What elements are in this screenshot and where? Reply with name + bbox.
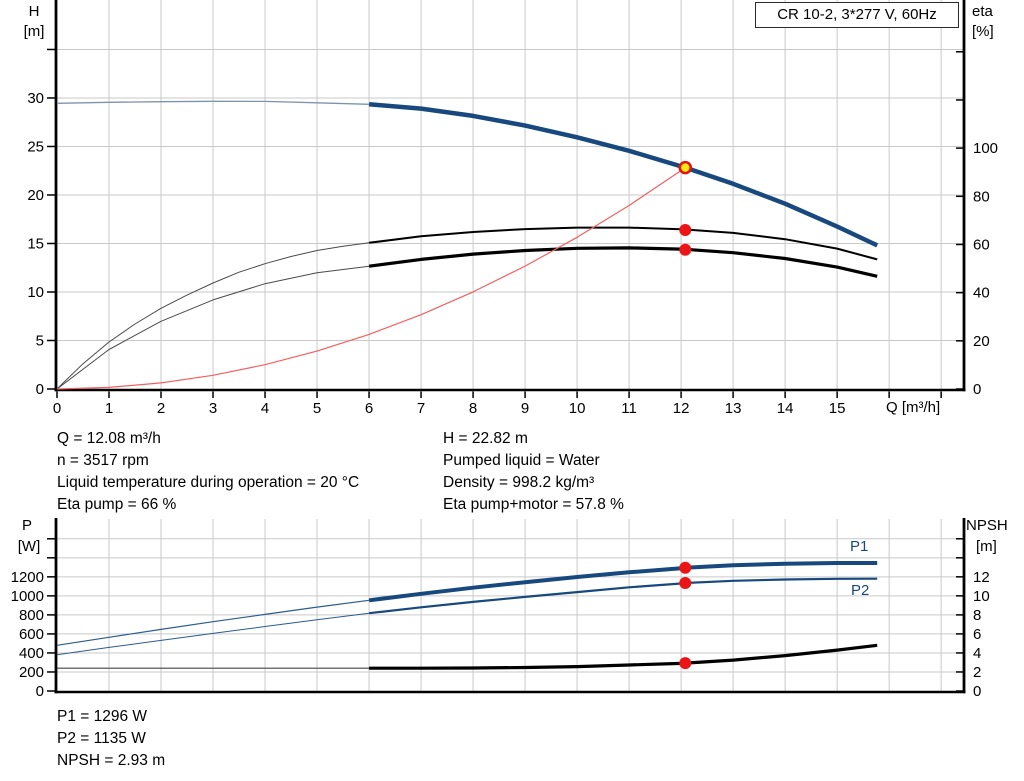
h-axis-unit: [m]	[23, 23, 45, 40]
x-tick-label: 12	[673, 400, 690, 417]
h-curve	[368, 102, 879, 248]
y-right-tick-label: 0	[973, 683, 981, 700]
p1-curve-thin	[56, 599, 370, 646]
x-tick-label: 5	[313, 400, 321, 417]
x-tick-label: 3	[209, 400, 217, 417]
y-left-tick-label: 1200	[11, 569, 44, 586]
eta-pump-value: Eta pump = 66 %	[57, 496, 177, 513]
p2-curve-thin	[56, 612, 370, 656]
duty-speed-value: n = 3517 rpm	[57, 452, 149, 469]
eta-pump-motor-curve	[368, 246, 878, 278]
p2-curve-label: P2	[851, 582, 870, 599]
x-tick-label: 2	[157, 400, 165, 417]
y-right-tick-label: 6	[973, 626, 981, 643]
h-curve-thin	[56, 100, 370, 105]
duty-h-value: H = 22.82 m	[443, 430, 528, 447]
y-right-tick-label: 60	[973, 236, 990, 253]
x-tick-label: 15	[829, 400, 846, 417]
eta-pump-curve-thin	[56, 242, 370, 390]
y-left-tick-label: 800	[19, 607, 44, 624]
eta-pump-motor-curve-thin	[56, 265, 370, 390]
p-axis-unit: [W]	[17, 538, 41, 555]
x-tick-label: 10	[569, 400, 586, 417]
y-right-tick-label: 2	[973, 664, 981, 681]
y-left-tick-label: 5	[36, 332, 44, 349]
y-left-tick-label: 15	[27, 235, 44, 252]
y-left-tick-label: 200	[19, 664, 44, 681]
y-left-tick-label: 0	[36, 683, 44, 700]
x-tick-label: 7	[417, 400, 425, 417]
density-value: Density = 998.2 kg/m³	[443, 474, 595, 491]
duty-q-value: Q = 12.08 m³/h	[57, 430, 161, 447]
y-left-tick-label: 600	[19, 626, 44, 643]
x-tick-label: 6	[365, 400, 373, 417]
y-right-tick-label: 4	[973, 645, 981, 662]
duty-info-right: H = 22.82 m Pumped liquid = Water Densit…	[443, 428, 624, 516]
eta-pump-curve	[368, 226, 878, 261]
y-right-tick-label: 80	[973, 188, 990, 205]
y-left-tick-label: 20	[27, 187, 44, 204]
npsh-axis-title: NPSH	[966, 517, 1008, 534]
x-tick-label: 1	[105, 400, 113, 417]
p2-value: P2 = 1135 W	[57, 730, 146, 747]
eta-pump-point	[679, 224, 692, 237]
p-axis-title: P	[21, 517, 32, 534]
x-tick-label: 11	[621, 400, 637, 417]
pumped-liquid-value: Pumped liquid = Water	[443, 452, 600, 469]
y-left-tick-label: 10	[27, 284, 44, 301]
npsh-value: NPSH = 2.93 m	[57, 752, 166, 769]
y-right-tick-label: 12	[973, 569, 990, 586]
npsh-curve	[369, 643, 878, 670]
y-right-tick-label: 20	[973, 333, 990, 350]
q-axis-title: Q [m³/h]	[886, 399, 941, 416]
x-tick-label: 13	[725, 400, 742, 417]
p1-curve	[368, 561, 878, 603]
p1-value: P1 = 1296 W	[57, 708, 148, 725]
p2-curve	[368, 577, 878, 615]
y-right-tick-label: 100	[973, 140, 998, 157]
duty-point	[678, 160, 693, 175]
h-axis-title: H	[28, 3, 40, 20]
x-tick-label: 8	[469, 400, 477, 417]
x-tick-label: 9	[521, 400, 529, 417]
y-right-tick-label: 40	[973, 285, 990, 302]
p1-point	[679, 561, 692, 574]
liquid-temperature-value: Liquid temperature during operation = 20…	[57, 474, 360, 491]
y-right-tick-label: 0	[973, 381, 981, 398]
power-info: P1 = 1296 W P2 = 1135 W NPSH = 2.93 m	[57, 706, 165, 772]
y-left-tick-label: 25	[27, 138, 44, 155]
x-tick-label: 0	[53, 400, 61, 417]
p1-curve-label: P1	[850, 538, 869, 555]
eta-pump-motor-point	[679, 243, 692, 256]
x-tick-label: 14	[777, 400, 794, 417]
y-right-tick-label: 10	[973, 588, 990, 605]
npsh-point	[679, 657, 692, 670]
pump-model-box: CR 10-2, 3*277 V, 60Hz	[755, 2, 959, 28]
y-left-tick-label: 1000	[11, 588, 44, 605]
y-left-tick-label: 400	[19, 645, 44, 662]
x-tick-label: 4	[261, 400, 269, 417]
y-left-tick-label: 30	[27, 90, 44, 107]
eta-pump-motor-value: Eta pump+motor = 57.8 %	[443, 496, 624, 513]
system-curve	[56, 167, 686, 390]
eta-axis-title: eta	[972, 3, 993, 20]
duty-info-left: Q = 12.08 m³/h n = 3517 rpm Liquid tempe…	[57, 428, 359, 516]
y-right-tick-label: 8	[973, 607, 981, 624]
p2-point	[679, 577, 692, 590]
eta-axis-unit: [%]	[972, 23, 994, 40]
y-left-tick-label: 0	[36, 381, 44, 398]
npsh-axis-unit: [m]	[976, 538, 997, 555]
